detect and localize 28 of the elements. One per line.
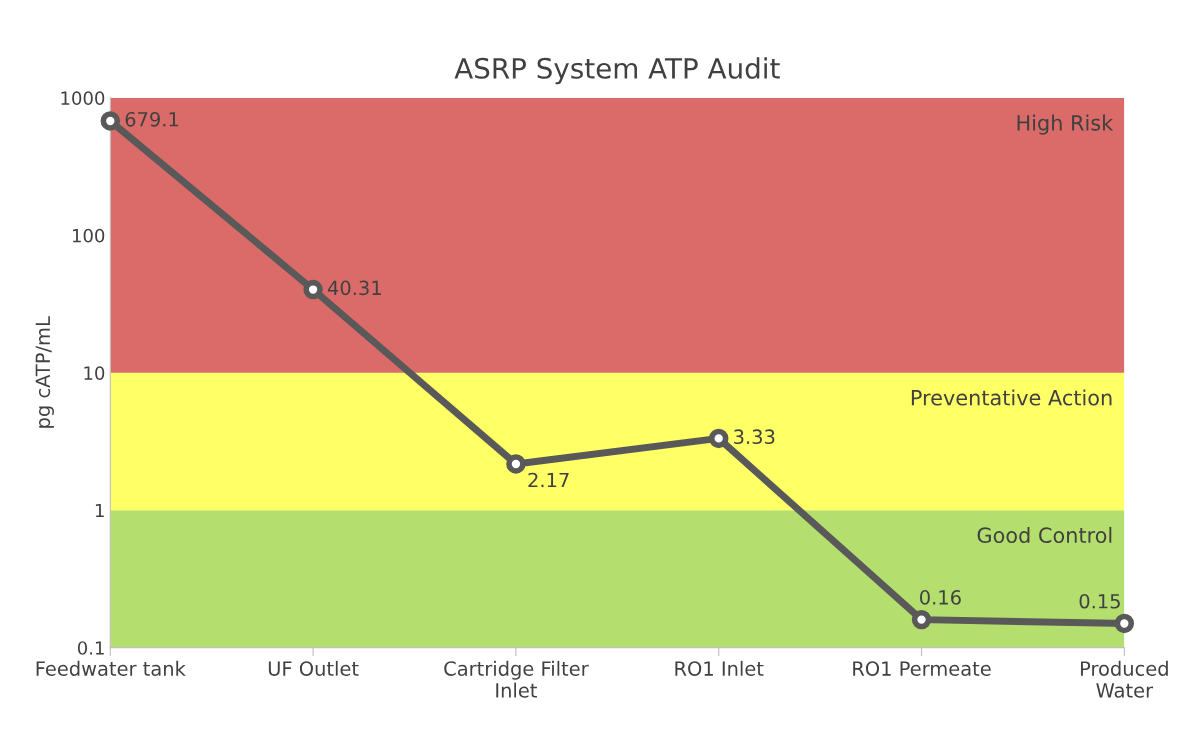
data-label: 0.15 bbox=[1079, 593, 1120, 609]
y-tick-label: 0.1 bbox=[77, 641, 104, 655]
x-tick-label: Feedwater tank bbox=[36, 660, 186, 676]
chart-title: ASRP System ATP Audit bbox=[454, 57, 780, 85]
data-label: 2.17 bbox=[528, 472, 569, 488]
x-tick-label: UF Outlet bbox=[268, 660, 359, 676]
y-tick-label: 10 bbox=[84, 366, 105, 380]
point bbox=[506, 454, 526, 474]
point bbox=[708, 428, 729, 449]
y-tick-label: 100 bbox=[72, 228, 105, 243]
y-tick-label: 1000 bbox=[61, 91, 105, 105]
x-tick-label: RO1 Permeate bbox=[853, 661, 991, 676]
data-label: 0.16 bbox=[920, 590, 961, 605]
y-axis-title: pg cATP/mL bbox=[35, 316, 54, 428]
x-tick-label: Produced Water bbox=[1080, 660, 1168, 698]
x-tick-label: Cartridge Filter Inlet bbox=[444, 660, 589, 698]
data-label: 679.1 bbox=[125, 111, 179, 127]
data-label: 3.33 bbox=[734, 429, 775, 445]
data-label: 40.31 bbox=[327, 280, 381, 296]
point bbox=[100, 111, 121, 131]
band-label: Good Control bbox=[977, 526, 1112, 544]
point bbox=[1114, 613, 1135, 634]
band-label: Preventative Action bbox=[911, 389, 1112, 406]
band-label: High Risk bbox=[1017, 114, 1114, 135]
y-tick-label: 1 bbox=[95, 503, 104, 518]
point bbox=[911, 609, 932, 630]
point bbox=[303, 279, 323, 300]
x-tick-label: RO1 Inlet bbox=[675, 660, 764, 676]
